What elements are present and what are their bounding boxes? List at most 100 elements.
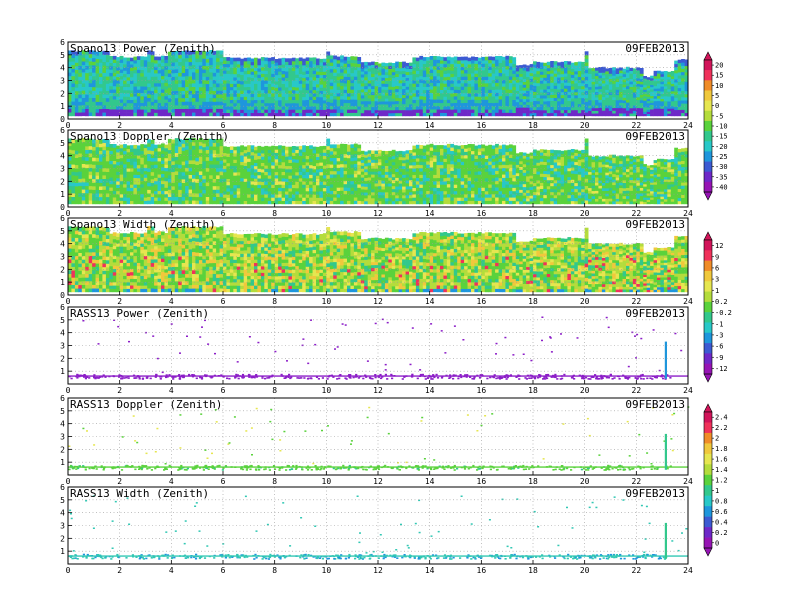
- heat-cell: [319, 165, 324, 169]
- heat-cell: [223, 146, 227, 150]
- heat-cell: [612, 80, 616, 84]
- heat-cell: [629, 89, 634, 93]
- heat-cell: [505, 69, 510, 73]
- heat-cell: [670, 103, 675, 107]
- heat-cell: [391, 80, 396, 84]
- heat-cell: [622, 76, 627, 80]
- heat-cell: [581, 109, 585, 114]
- heat-cell: [381, 165, 386, 169]
- heat-cell: [329, 177, 334, 182]
- heat-cell: [570, 62, 575, 67]
- heat-cell: [188, 181, 193, 186]
- heat-cell: [240, 164, 244, 169]
- heat-cell: [381, 104, 386, 108]
- heat-cell: [202, 90, 207, 95]
- heat-cell: [595, 99, 599, 103]
- heat-cell: [402, 109, 406, 114]
- heat-cell: [488, 66, 492, 70]
- heat-cell: [629, 81, 634, 85]
- heat-cell: [109, 75, 114, 80]
- heat-cell: [388, 180, 393, 184]
- heat-cell: [601, 88, 606, 92]
- heat-cell: [570, 104, 575, 108]
- heat-cell: [326, 87, 331, 92]
- heat-cell: [161, 156, 165, 161]
- heat-cell: [288, 87, 293, 91]
- heat-cell: [226, 200, 231, 205]
- heat-cell: [219, 94, 224, 98]
- heat-cell: [143, 76, 148, 80]
- heat-cell: [546, 100, 551, 105]
- x-tick-label: 18: [528, 121, 538, 130]
- heat-cell: [240, 148, 244, 153]
- heat-cell: [223, 187, 227, 192]
- heat-cell: [546, 79, 551, 84]
- heat-cell: [643, 91, 647, 95]
- heat-cell: [498, 99, 503, 103]
- heat-cell: [343, 160, 348, 165]
- heat-cell: [374, 62, 379, 66]
- heat-cell: [674, 69, 678, 74]
- heat-cell: [205, 90, 210, 95]
- heat-cell: [288, 58, 293, 62]
- heat-cell: [674, 109, 678, 114]
- heat-cell: [543, 65, 548, 69]
- heat-cell: [450, 89, 455, 94]
- heat-cell: [260, 168, 265, 173]
- heat-cell: [136, 112, 141, 117]
- heat-cell: [536, 76, 541, 81]
- heat-cell: [443, 112, 448, 117]
- heat-cell: [154, 82, 158, 87]
- heat-cell: [663, 73, 668, 77]
- heat-cell: [119, 161, 124, 165]
- heat-cell: [550, 94, 554, 98]
- heat-cell: [112, 183, 117, 188]
- heat-cell: [260, 184, 265, 189]
- heat-cell: [347, 184, 351, 188]
- heat-cell: [477, 60, 482, 65]
- heat-cell: [285, 112, 289, 117]
- heat-cell: [357, 92, 362, 97]
- heat-cell: [484, 96, 489, 100]
- heat-cell: [154, 63, 158, 67]
- heat-cell: [212, 139, 217, 143]
- heat-cell: [453, 89, 458, 94]
- heat-cell: [181, 186, 186, 190]
- heat-cell: [257, 87, 262, 91]
- heat-cell: [88, 160, 93, 165]
- heat-cell: [291, 83, 296, 88]
- heat-cell: [126, 184, 131, 188]
- heat-cell: [550, 88, 554, 92]
- heat-cell: [426, 112, 430, 117]
- heat-cell: [216, 61, 220, 66]
- heat-cell: [92, 164, 96, 169]
- heat-cell: [109, 105, 114, 110]
- heat-cell: [484, 92, 489, 97]
- heat-cell: [195, 168, 200, 173]
- heat-cell: [130, 164, 134, 169]
- heat-cell: [102, 101, 107, 106]
- heat-cell: [102, 196, 107, 201]
- heat-cell: [178, 171, 182, 176]
- heat-cell: [247, 171, 251, 175]
- heat-cell: [322, 190, 327, 195]
- heat-cell: [140, 112, 145, 117]
- heat-cell: [229, 102, 234, 107]
- heat-cell: [195, 72, 200, 77]
- heat-cell: [312, 89, 317, 94]
- heat-cell: [350, 72, 355, 77]
- heat-cell: [367, 74, 372, 78]
- heat-cell: [595, 73, 599, 77]
- heat-cell: [185, 79, 189, 84]
- heat-cell: [460, 89, 465, 94]
- heat-cell: [319, 155, 324, 160]
- heat-cell: [271, 187, 275, 192]
- heat-cell: [216, 57, 220, 62]
- heat-cell: [601, 113, 606, 117]
- heat-cell: [340, 105, 344, 110]
- heat-cell: [343, 112, 348, 117]
- heat-cell: [133, 105, 138, 110]
- heat-cell: [581, 97, 585, 102]
- heat-cell: [353, 56, 358, 61]
- heat-cell: [636, 78, 641, 82]
